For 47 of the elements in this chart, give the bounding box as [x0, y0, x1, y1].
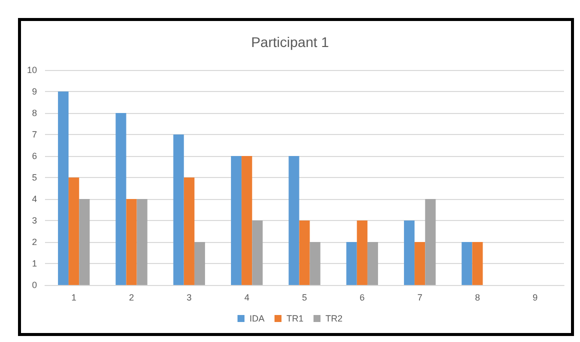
x-tick-label: 4 — [244, 292, 250, 302]
bar — [173, 134, 184, 285]
x-tick-label: 8 — [474, 292, 480, 302]
bar — [425, 199, 436, 285]
bar — [356, 220, 368, 285]
chart-title: Participant 1 — [251, 34, 330, 50]
x-tick-label: 6 — [360, 292, 365, 302]
bar — [346, 242, 357, 285]
y-tick-label: 8 — [32, 108, 37, 118]
y-tick-label: 2 — [32, 237, 37, 247]
y-tick-label: 6 — [32, 151, 37, 161]
bar — [184, 178, 194, 285]
bar — [299, 220, 310, 285]
y-tick-label: 4 — [32, 194, 37, 204]
bar — [462, 242, 472, 285]
x-tick-label: 2 — [128, 292, 134, 302]
bar — [116, 113, 126, 285]
x-tick-label: 7 — [417, 292, 422, 302]
legend-label: TR2 — [326, 314, 343, 324]
bar — [242, 156, 252, 285]
x-tick-label: 1 — [71, 292, 76, 302]
y-tick-label: 0 — [32, 280, 37, 290]
bar — [288, 156, 300, 285]
x-tick-label: 5 — [302, 292, 308, 302]
y-tick-label: 10 — [26, 65, 37, 75]
bar — [136, 199, 148, 285]
bar — [310, 242, 320, 285]
bar — [230, 156, 242, 285]
legend-label: TR1 — [286, 314, 304, 324]
y-tick-label: 9 — [32, 86, 37, 96]
bar — [194, 242, 206, 285]
bar — [414, 242, 426, 285]
bar — [252, 220, 263, 285]
bar — [126, 199, 137, 285]
bar — [68, 178, 80, 285]
x-tick-label: 9 — [532, 292, 538, 302]
bar — [58, 92, 69, 285]
y-tick-label: 5 — [32, 172, 37, 182]
y-tick-label: 1 — [32, 258, 37, 268]
bar — [472, 242, 483, 285]
bar — [367, 242, 378, 285]
bar — [404, 220, 415, 285]
x-tick-label: 3 — [186, 292, 192, 302]
y-tick-label: 3 — [32, 216, 37, 226]
y-tick-label: 7 — [32, 130, 37, 140]
legend-label: IDA — [249, 314, 265, 324]
bar — [79, 199, 90, 285]
